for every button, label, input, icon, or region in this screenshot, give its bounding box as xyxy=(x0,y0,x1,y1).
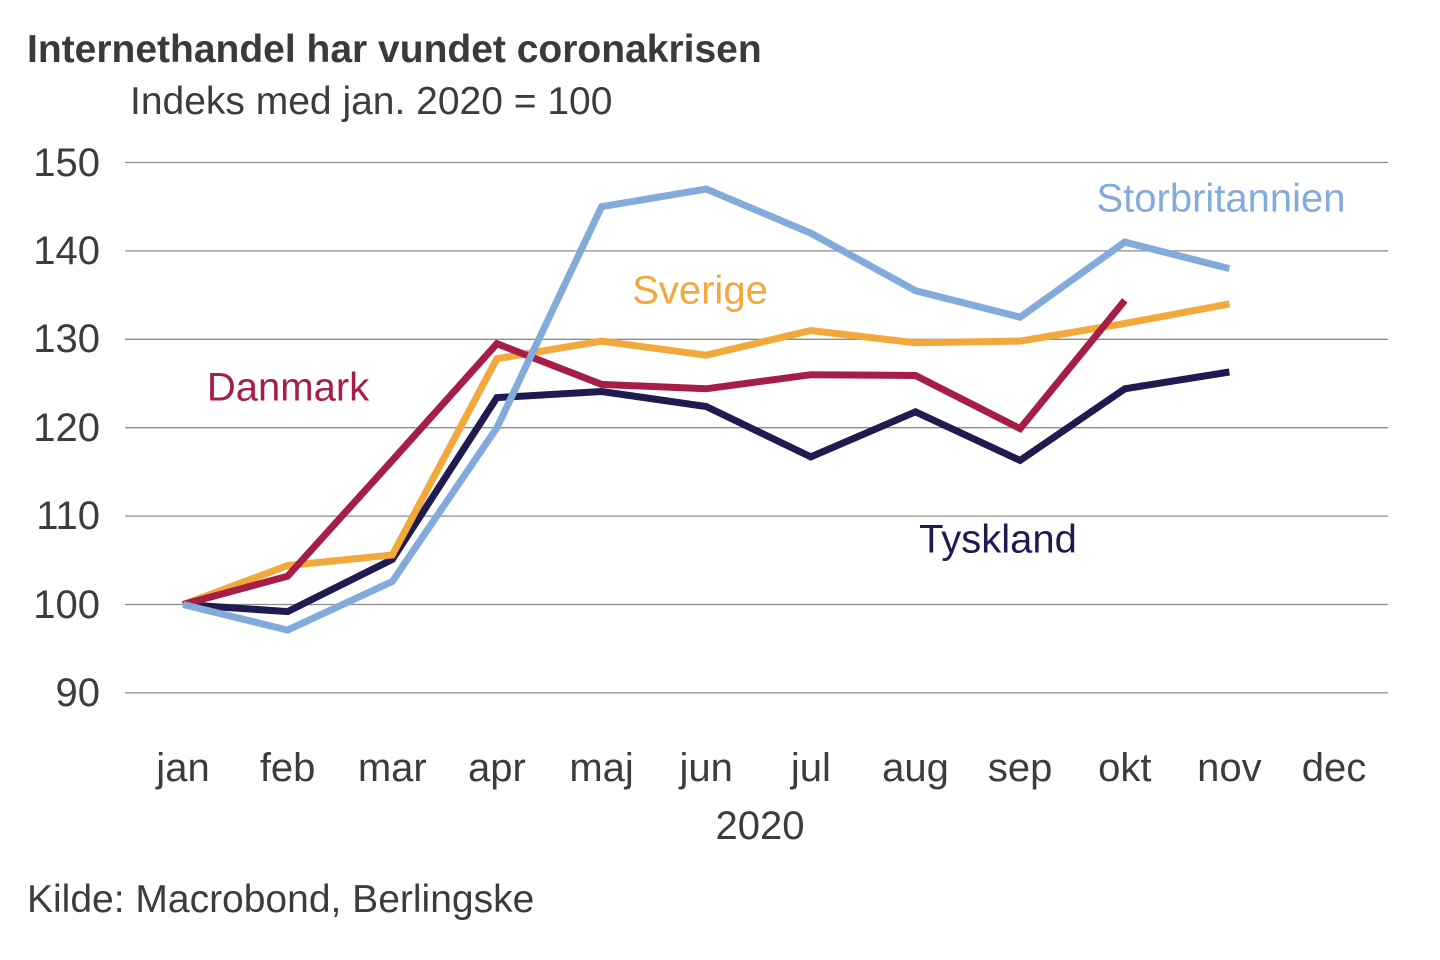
series-line-tyskland xyxy=(182,368,1230,616)
y-tick-label-100: 100 xyxy=(33,582,100,627)
x-tick-label-feb: feb xyxy=(259,746,316,790)
x-tick-label-apr: apr xyxy=(468,746,526,790)
series-label-danmark: Danmark xyxy=(206,365,370,410)
x-tick-label-jul: jul xyxy=(790,746,831,790)
x-tick-label-sep: sep xyxy=(987,746,1053,790)
series-label-tyskland: Tyskland xyxy=(919,517,1077,562)
y-tick-label-140: 140 xyxy=(33,228,100,273)
x-tick-label-okt: okt xyxy=(1098,746,1152,790)
y-tick-label-150: 150 xyxy=(33,140,100,185)
y-tick-label-90: 90 xyxy=(55,670,101,715)
x-tick-label-maj: maj xyxy=(569,746,634,790)
x-tick-label-dec: dec xyxy=(1301,746,1367,790)
series-line-sverige xyxy=(181,300,1231,608)
x-tick-label-mar: mar xyxy=(357,746,427,790)
y-tick-label-130: 130 xyxy=(33,317,100,362)
y-tick-label-120: 120 xyxy=(33,405,100,450)
source-note: Kilde: Macrobond, Berlingske xyxy=(27,878,535,921)
x-axis-year-label: 2020 xyxy=(715,804,805,848)
x-tick-label-nov: nov xyxy=(1197,746,1262,790)
x-tick-label-jun: jun xyxy=(679,746,733,790)
chart-title: Internethandel har vundet coronakrisen xyxy=(27,28,762,71)
x-tick-label-aug: aug xyxy=(882,746,949,790)
x-tick-label-jan: jan xyxy=(156,746,210,790)
chart-subtitle: Indeks med jan. 2020 = 100 xyxy=(130,80,613,123)
series-label-sverige: Sverige xyxy=(632,268,768,313)
series-label-storbritannien: Storbritannien xyxy=(1096,176,1346,221)
series-line-danmark xyxy=(182,298,1128,608)
series-line-storbritannien xyxy=(182,185,1231,634)
y-tick-label-110: 110 xyxy=(36,494,100,539)
